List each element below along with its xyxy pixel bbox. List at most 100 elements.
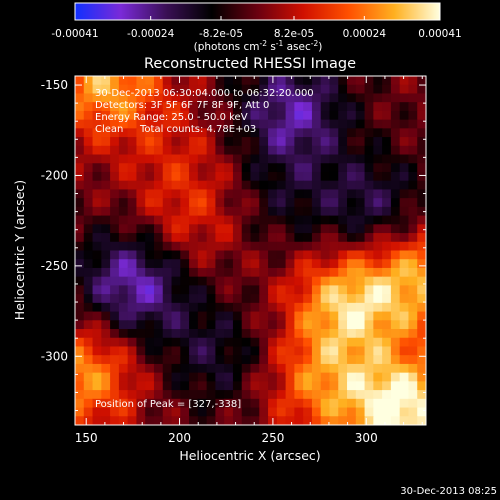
heatmap-cell [338, 372, 348, 382]
heatmap-cell [241, 76, 252, 86]
heatmap-cell [136, 206, 146, 217]
heatmap-cell [153, 206, 164, 217]
heatmap-cell [338, 137, 348, 147]
heatmap-cell [399, 163, 410, 173]
heatmap-cell [145, 128, 155, 138]
heatmap-cell [338, 206, 348, 217]
heatmap-cell [294, 259, 304, 269]
heatmap-cell [390, 294, 401, 304]
heatmap-cell [259, 250, 269, 260]
heatmap-cell [390, 119, 401, 129]
heatmap-cell [75, 390, 85, 400]
heatmap-cell [294, 93, 304, 103]
heatmap-cell [329, 398, 339, 409]
heatmap-cell [92, 320, 102, 330]
heatmap-cell [250, 320, 260, 330]
heatmap-cell [145, 180, 155, 191]
heatmap-cell [180, 355, 190, 365]
heatmap-cell [338, 337, 348, 348]
heatmap-cell [118, 93, 129, 103]
heatmap-cell [276, 93, 287, 103]
heatmap-cell [101, 110, 111, 121]
heatmap-cell [224, 93, 234, 103]
heatmap-cell [101, 163, 111, 173]
heatmap-cell [215, 311, 225, 321]
heatmap-cell [224, 398, 234, 409]
heatmap-cell [364, 311, 374, 321]
heatmap-cell [224, 119, 234, 129]
heatmap-cell [110, 363, 120, 374]
heatmap-cell [83, 381, 94, 391]
heatmap-cell [153, 163, 164, 173]
heatmap-cell [399, 267, 410, 278]
heatmap-cell [153, 372, 164, 382]
heatmap-cell [118, 355, 129, 365]
heatmap-cell [338, 294, 348, 304]
heatmap-cell [399, 372, 410, 382]
heatmap-cell [162, 180, 173, 191]
heatmap-cell [136, 407, 146, 417]
heatmap-cell [127, 119, 138, 129]
heatmap-cell [268, 381, 278, 391]
heatmap-cell [224, 407, 234, 417]
heatmap-cell [338, 145, 348, 156]
heatmap-cell [206, 84, 217, 95]
heatmap-cell [180, 128, 190, 138]
heatmap-cell [110, 93, 120, 103]
heatmap-cell [153, 250, 164, 260]
heatmap-cell [390, 355, 401, 365]
heatmap-cell [276, 163, 287, 173]
heatmap-cell [197, 398, 208, 409]
heatmap-cell [197, 102, 208, 112]
heatmap-cell [232, 215, 243, 225]
heatmap-cell [232, 337, 243, 348]
heatmap-cell [101, 233, 111, 243]
heatmap-cell [180, 224, 190, 234]
heatmap-cell [373, 337, 383, 348]
heatmap-cell [83, 337, 94, 348]
heatmap-cell [285, 206, 295, 217]
heatmap-cell [373, 311, 383, 321]
heatmap-cell [171, 372, 181, 382]
heatmap-cell [118, 206, 129, 217]
heatmap-cell [311, 276, 322, 286]
heatmap-cell [259, 329, 269, 339]
heatmap-cell [162, 337, 173, 348]
heatmap-cell [417, 163, 426, 173]
heatmap-cell [153, 119, 164, 129]
heatmap-cell [276, 76, 287, 86]
heatmap-cell [294, 189, 304, 199]
heatmap-cell [347, 390, 357, 400]
heatmap-cell [382, 93, 392, 103]
heatmap-cell [197, 137, 208, 147]
heatmap-cell [294, 267, 304, 278]
heatmap-cell [311, 128, 322, 138]
heatmap-cell [83, 84, 94, 95]
heatmap-cell [311, 320, 322, 330]
heatmap-cell [250, 102, 260, 112]
heatmap-cell [118, 398, 129, 409]
heatmap-cell [92, 285, 102, 295]
heatmap-cell [153, 302, 164, 313]
heatmap-cell [347, 110, 357, 121]
heatmap-cell [75, 189, 85, 199]
heatmap-cell [373, 320, 383, 330]
heatmap-cell [153, 267, 164, 278]
heatmap-cell [417, 84, 426, 95]
heatmap-cell [180, 119, 190, 129]
heatmap-cell [355, 337, 366, 348]
heatmap-cell [83, 224, 94, 234]
colorbar-tick-labels: -0.00041 -0.00024 -8.2e-05 8.2e-05 0.00024 0.… [51, 28, 461, 40]
heatmap-cell [241, 302, 252, 313]
heatmap-cell [232, 381, 243, 391]
heatmap-cell [101, 128, 111, 138]
heatmap-cell [232, 363, 243, 374]
heatmap-cell [276, 329, 287, 339]
heatmap-cell [250, 84, 260, 95]
heatmap-cell [373, 84, 383, 95]
heatmap-cell [110, 346, 120, 356]
heatmap-cell [224, 110, 234, 121]
heatmap-cell [399, 363, 410, 374]
heatmap-cell [373, 259, 383, 269]
heatmap-cell [180, 267, 190, 278]
